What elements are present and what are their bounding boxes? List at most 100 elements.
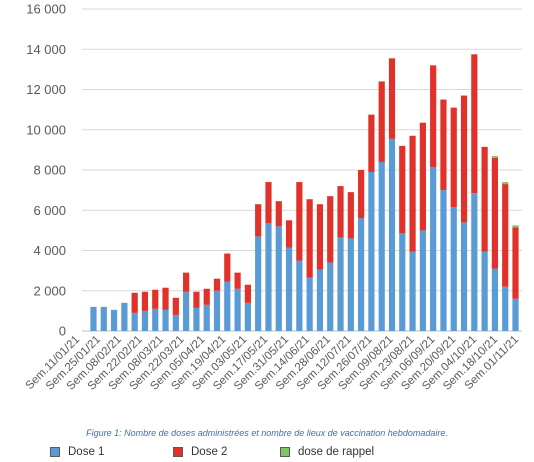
bar-dose-1 xyxy=(306,277,313,331)
bar-dose-1 xyxy=(90,306,97,331)
bar-dose-1 xyxy=(481,251,488,331)
bar-dose-1 xyxy=(471,193,478,331)
bar-dose-1 xyxy=(347,238,354,331)
legend-label-dose-de-rappel: dose de rappel xyxy=(298,446,375,458)
y-tick-label: 8 000 xyxy=(33,163,66,178)
bar-dose-1 xyxy=(419,230,426,332)
bar-dose-1 xyxy=(224,281,231,331)
bar-dose-2 xyxy=(285,220,293,248)
bar-dose-1 xyxy=(193,307,200,331)
bar-dose-2 xyxy=(450,107,457,208)
bar-dose-1 xyxy=(172,314,179,331)
bar-dose-2 xyxy=(358,170,365,219)
bar-dose-2 xyxy=(183,272,190,292)
bar-dose-1 xyxy=(502,286,509,331)
bar-dose-2 xyxy=(430,65,437,167)
bar-dose-2 xyxy=(327,196,334,263)
legend: Dose 1 Dose 2 dose de rappel xyxy=(0,446,534,462)
bar-dose-1 xyxy=(244,302,251,331)
bar-dose-1 xyxy=(121,302,128,331)
bar-dose-2 xyxy=(409,135,416,252)
bar-dose-1 xyxy=(316,269,324,331)
bar-dose-1 xyxy=(440,190,447,332)
bar-dose-1 xyxy=(255,236,262,331)
x-axis-tick-labels: Sem.11/01/21Sem.25/01/21Sem.08/02/21Sem.… xyxy=(24,334,522,393)
bar-dose-1 xyxy=(512,298,519,331)
bar-dose-de-rappel xyxy=(512,225,519,228)
bar-dose-2 xyxy=(193,291,200,308)
bar-dose-1 xyxy=(368,172,375,331)
bar-dose-2 xyxy=(172,297,179,315)
bar-dose-2 xyxy=(368,114,375,173)
bar-series xyxy=(90,54,519,332)
bar-dose-2 xyxy=(388,58,396,139)
bar-dose-1 xyxy=(100,306,107,331)
bar-dose-1 xyxy=(399,233,406,331)
bar-dose-2 xyxy=(213,278,221,291)
bar-dose-1 xyxy=(285,247,293,331)
bar-dose-1 xyxy=(141,310,149,332)
bar-dose-2 xyxy=(419,122,426,231)
bar-dose-1 xyxy=(131,312,138,331)
bar-dose-1 xyxy=(183,291,190,331)
bar-dose-1 xyxy=(265,223,272,331)
bar-dose-2 xyxy=(296,182,303,261)
bar-dose-1 xyxy=(110,309,118,331)
bar-dose-2 xyxy=(481,146,488,252)
bar-dose-2 xyxy=(131,292,138,313)
legend-label-dose-1: Dose 1 xyxy=(68,446,105,458)
bar-dose-2 xyxy=(512,227,519,299)
bar-dose-1 xyxy=(275,226,282,331)
bar-dose-1 xyxy=(296,260,303,331)
bar-dose-1 xyxy=(358,218,365,331)
bar-dose-2 xyxy=(316,204,324,270)
bar-dose-1 xyxy=(450,207,457,331)
bar-dose-1 xyxy=(213,290,221,331)
y-tick-label: 16 000 xyxy=(26,2,66,17)
y-tick-label: 6 000 xyxy=(33,203,66,218)
bar-dose-2 xyxy=(255,204,262,237)
bar-dose-2 xyxy=(378,81,385,162)
bar-dose-de-rappel xyxy=(491,155,499,158)
y-tick-label: 12 000 xyxy=(26,82,66,97)
bar-dose-1 xyxy=(203,304,210,331)
bar-dose-de-rappel xyxy=(502,182,509,185)
bar-dose-2 xyxy=(224,253,231,282)
bar-dose-2 xyxy=(141,291,149,311)
y-tick-label: 0 xyxy=(59,324,66,339)
bar-dose-2 xyxy=(306,199,313,278)
bar-dose-2 xyxy=(347,192,354,239)
y-tick-label: 4 000 xyxy=(33,243,66,258)
figure-caption: Figure 1: Nombre de doses administrées e… xyxy=(86,428,448,438)
bar-dose-2 xyxy=(265,182,272,224)
legend-swatch-dose-1 xyxy=(50,447,60,457)
bar-dose-2 xyxy=(162,287,169,310)
bar-dose-1 xyxy=(337,237,344,331)
bar-dose-2 xyxy=(234,272,241,289)
bar-dose-1 xyxy=(430,166,437,331)
bar-dose-1 xyxy=(460,222,468,331)
bar-dose-2 xyxy=(203,288,210,305)
bar-dose-1 xyxy=(152,308,159,331)
bar-dose-1 xyxy=(327,262,334,331)
legend-label-dose-2: Dose 2 xyxy=(191,446,228,458)
bar-dose-2 xyxy=(471,54,478,194)
legend-item-dose-2: Dose 2 xyxy=(173,446,227,458)
legend-swatch-dose-2 xyxy=(173,447,183,457)
bar-dose-2 xyxy=(440,99,447,191)
bar-dose-2 xyxy=(491,157,499,269)
bar-dose-1 xyxy=(388,138,396,331)
bar-dose-1 xyxy=(409,251,416,331)
bar-dose-2 xyxy=(275,201,282,227)
bar-dose-1 xyxy=(234,288,241,331)
bar-dose-1 xyxy=(162,309,169,331)
bar-dose-2 xyxy=(337,186,344,238)
bar-dose-2 xyxy=(502,184,509,287)
bar-dose-2 xyxy=(244,284,251,303)
legend-swatch-dose-de-rappel xyxy=(280,447,290,457)
bar-dose-2 xyxy=(460,95,468,223)
y-axis-tick-labels: 0 2 000 4 000 6 000 8 000 10 000 12 000 14 000 1… xyxy=(26,2,66,339)
legend-item-dose-1: Dose 1 xyxy=(50,446,104,458)
